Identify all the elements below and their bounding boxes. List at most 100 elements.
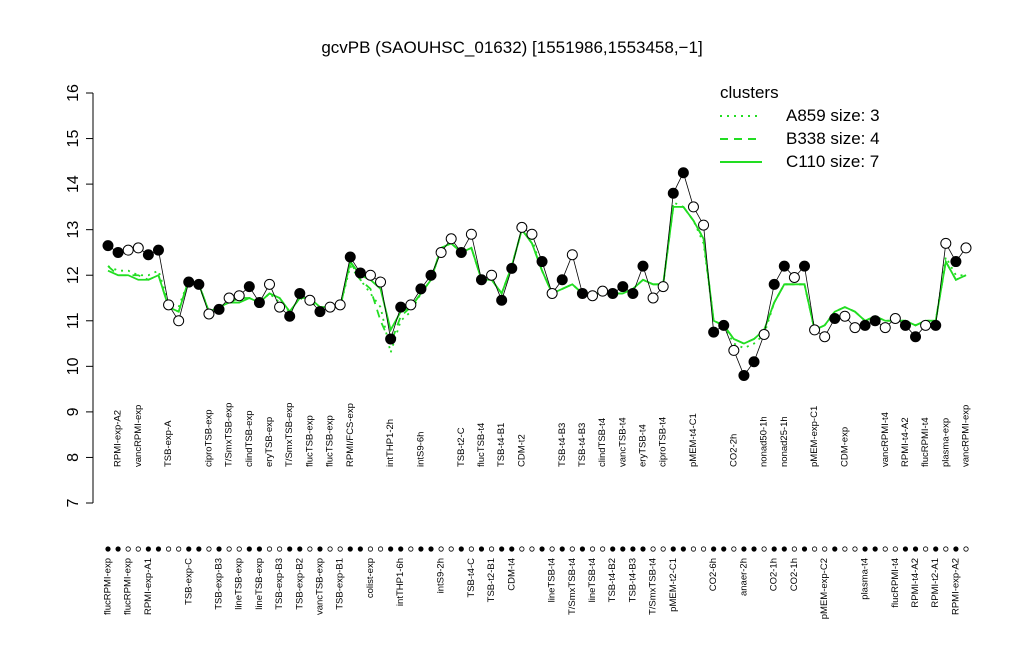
sample-point (253, 297, 265, 309)
sample-marker (226, 546, 232, 552)
x-tick-label: RPMI-t4-A2 (900, 417, 911, 467)
sample-point (243, 281, 255, 293)
x-tick-label: vancRPMI-t4 (880, 412, 891, 467)
x-tick-label: lineTSB-t4 (547, 558, 558, 602)
x-tick-label: TSB-exp-C (183, 558, 194, 605)
sample-point (132, 242, 144, 254)
sample-marker (337, 546, 343, 552)
sample-point (829, 313, 841, 324)
sample-marker (236, 546, 242, 552)
sample-point (597, 285, 609, 297)
x-tick-label: nonad50-1h (759, 416, 770, 467)
sample-marker (327, 546, 333, 552)
sample-point (698, 219, 710, 231)
sample-marker (923, 546, 929, 552)
sample-marker (377, 546, 384, 552)
sample-marker (589, 546, 596, 552)
sample-marker (246, 546, 252, 552)
sample-point (869, 315, 881, 327)
y-tick-label: 13 (65, 221, 82, 239)
sample-marker (610, 546, 616, 552)
x-tick-label: intTHP1-6h (395, 558, 406, 606)
sample-marker (256, 546, 263, 552)
sample-marker (448, 546, 454, 552)
sample-point (334, 299, 346, 311)
sample-point (647, 292, 659, 304)
sample-point (455, 246, 467, 258)
sample-point (839, 310, 851, 322)
sample-marker (266, 546, 273, 552)
sample-point (617, 281, 629, 293)
sample-marker (428, 546, 434, 552)
sample-marker (771, 546, 777, 552)
sample-point (425, 269, 437, 281)
sample-point (889, 313, 901, 324)
sample-marker (660, 546, 666, 552)
sample-marker (388, 546, 394, 552)
x-tick-label: lineTSB-exp (234, 558, 245, 610)
x-tick-label: RPMI/FCS-exp (345, 403, 356, 467)
sample-marker (398, 546, 404, 552)
x-tick-label: pMEM-t4-C1 (688, 413, 699, 467)
x-tick-label: vancRPMI-exp (961, 405, 972, 467)
x-tick-label: clindTSB-exp (244, 411, 255, 468)
sample-point (486, 269, 498, 281)
sample-point (849, 322, 861, 334)
sample-marker (640, 546, 646, 552)
sample-marker (882, 546, 888, 552)
sample-marker (196, 546, 202, 552)
x-tick-label: CO2-1h (769, 558, 780, 591)
x-tick-label: RPMI-t2-A1 (930, 558, 941, 608)
sample-marker (367, 546, 374, 552)
sample-point (708, 326, 720, 338)
x-tick-label: flucRPMI-exp (103, 558, 114, 615)
sample-marker (307, 546, 313, 552)
sample-point (152, 244, 164, 256)
sample-point (859, 319, 871, 331)
sample-point (364, 269, 376, 281)
sample-marker (600, 546, 606, 552)
sample-point (203, 308, 215, 320)
x-tick-label: TSB-t4-B1 (496, 423, 507, 467)
x-tick-label: TSB-t4-B2 (607, 558, 618, 602)
sample-line (107, 171, 967, 377)
sample-marker (731, 546, 737, 552)
sample-marker (862, 546, 868, 552)
x-tick-label: RPMI-exp-A2 (113, 410, 124, 467)
x-tick-label: intS9-6h (415, 432, 426, 467)
x-tick-label: plasma-t4 (860, 558, 871, 600)
x-tick-label: RPMI-exp-A2 (950, 558, 961, 615)
sample-marker (811, 546, 818, 552)
x-tick-label: nonad25-1h (779, 416, 790, 467)
x-tick-label: clindTSB-t4 (597, 418, 608, 467)
sample-marker (700, 546, 707, 552)
sample-marker (488, 546, 495, 552)
sample-point (465, 228, 477, 240)
sample-marker (892, 546, 898, 552)
x-tick-label: intTHP1-2h (385, 419, 396, 467)
sample-point (435, 246, 447, 258)
x-tick-label: ciproTSB-t4 (658, 417, 669, 467)
sample-marker (902, 546, 909, 552)
sample-marker (276, 546, 283, 552)
sample-point (274, 301, 286, 313)
sample-marker (569, 546, 575, 552)
sample-marker (206, 546, 212, 552)
sample-point (142, 249, 154, 261)
sample-marker (872, 546, 878, 552)
chart-title: gcvPB (SAOUHSC_01632) [1551986,1553458,−… (321, 38, 702, 57)
sample-marker (761, 546, 767, 552)
sample-point (405, 299, 417, 311)
sample-marker (711, 546, 717, 552)
sample-point (576, 287, 588, 299)
sample-point (798, 260, 810, 272)
x-tick-label: vancTSB-exp (314, 558, 325, 615)
sample-point (758, 328, 770, 340)
sample-marker (680, 546, 686, 552)
y-tick-label: 12 (65, 266, 82, 284)
sample-point (667, 187, 679, 199)
sample-marker (953, 546, 959, 552)
sample-marker (933, 546, 939, 552)
legend-title: clusters (720, 83, 779, 102)
